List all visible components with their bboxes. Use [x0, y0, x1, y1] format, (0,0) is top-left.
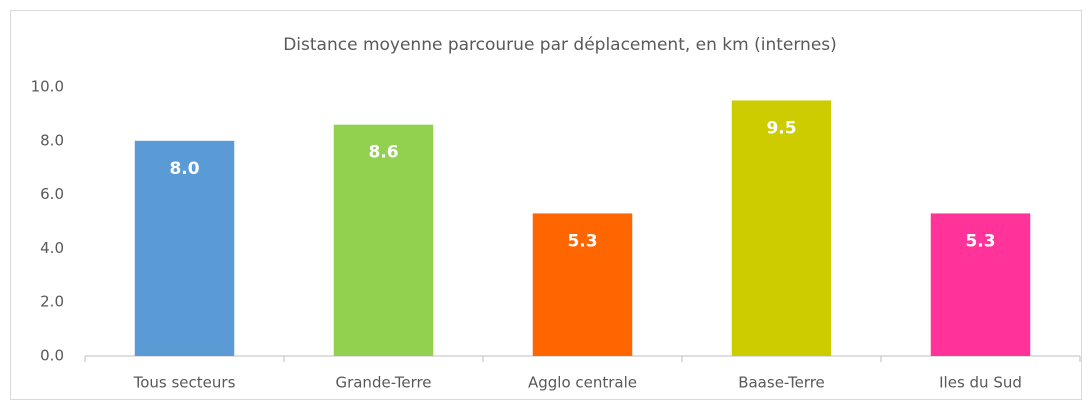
chart-title: Distance moyenne parcourue par déplaceme… [283, 35, 837, 55]
y-tick-label: 10.0 [31, 78, 64, 96]
bar [930, 213, 1031, 356]
value-label: 5.3 [567, 231, 597, 251]
x-tick-label: Tous secteurs [133, 374, 236, 392]
bar [333, 124, 434, 356]
bar [134, 140, 235, 356]
bar [532, 213, 633, 356]
y-tick-label: 6.0 [40, 185, 64, 203]
x-tick-label: Baase-Terre [738, 374, 825, 392]
x-tick-label: Agglo centrale [528, 374, 637, 392]
y-tick-label: 0.0 [40, 347, 64, 365]
x-tick-label: Grande-Terre [335, 374, 431, 392]
bar [731, 100, 832, 356]
value-label: 5.3 [965, 231, 995, 251]
y-tick-label: 8.0 [40, 131, 64, 149]
y-tick-label: 4.0 [40, 239, 64, 257]
value-label: 8.0 [169, 159, 199, 179]
x-tick-label: Iles du Sud [939, 374, 1022, 392]
y-tick-label: 2.0 [40, 293, 64, 311]
value-label: 9.5 [766, 118, 796, 138]
value-label: 8.6 [368, 143, 398, 163]
